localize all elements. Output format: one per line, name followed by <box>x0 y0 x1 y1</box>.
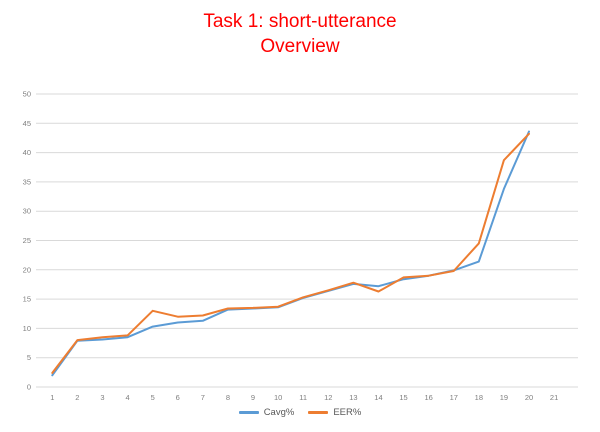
legend-label-eer: EER% <box>333 407 362 418</box>
x-tick-label: 13 <box>349 393 357 402</box>
y-tick-label: 40 <box>23 148 31 157</box>
y-tick-label: 5 <box>27 353 31 362</box>
y-tick-label: 10 <box>23 324 31 333</box>
x-tick-label: 15 <box>399 393 407 402</box>
x-tick-label: 2 <box>75 393 79 402</box>
y-tick-label: 35 <box>23 177 31 186</box>
y-tick-label: 15 <box>23 295 31 304</box>
x-tick-label: 6 <box>176 393 180 402</box>
legend-item-cavg: Cavg% <box>238 407 295 418</box>
legend-item-eer: EER% <box>308 407 361 418</box>
eer-line-swatch <box>308 411 329 414</box>
x-tick-label: 14 <box>374 393 382 402</box>
x-tick-label: 7 <box>201 393 205 402</box>
x-tick-label: 19 <box>500 393 508 402</box>
series-line-eer <box>51 132 530 374</box>
cavg-line-swatch <box>238 411 259 414</box>
x-tick-label: 11 <box>299 393 307 402</box>
x-tick-label: 5 <box>151 393 155 402</box>
x-tick-label: 20 <box>525 393 533 402</box>
series-line-cavg <box>51 130 530 377</box>
y-tick-label: 50 <box>23 90 31 99</box>
y-tick-label: 30 <box>23 207 31 216</box>
y-tick-label: 20 <box>23 265 31 274</box>
chart-legend: Cavg% EER% <box>0 407 600 418</box>
x-tick-label: 9 <box>251 393 255 402</box>
chart-title: Task 1: short-utterance Overview <box>0 9 600 59</box>
x-tick-label: 4 <box>125 393 129 402</box>
chart-title-line2: Overview <box>260 36 340 57</box>
x-tick-label: 12 <box>324 393 332 402</box>
y-tick-label: 45 <box>23 119 31 128</box>
x-tick-label: 21 <box>550 393 558 402</box>
x-tick-label: 1 <box>50 393 54 402</box>
y-tick-label: 0 <box>27 383 31 392</box>
y-tick-label: 25 <box>23 236 31 245</box>
x-tick-label: 16 <box>424 393 432 402</box>
legend-label-cavg: Cavg% <box>263 407 295 418</box>
chart-title-line1: Task 1: short-utterance <box>203 11 397 32</box>
x-tick-label: 18 <box>475 393 483 402</box>
x-tick-label: 3 <box>100 393 104 402</box>
x-tick-label: 17 <box>450 393 458 402</box>
x-tick-label: 8 <box>226 393 230 402</box>
x-tick-label: 10 <box>274 393 282 402</box>
